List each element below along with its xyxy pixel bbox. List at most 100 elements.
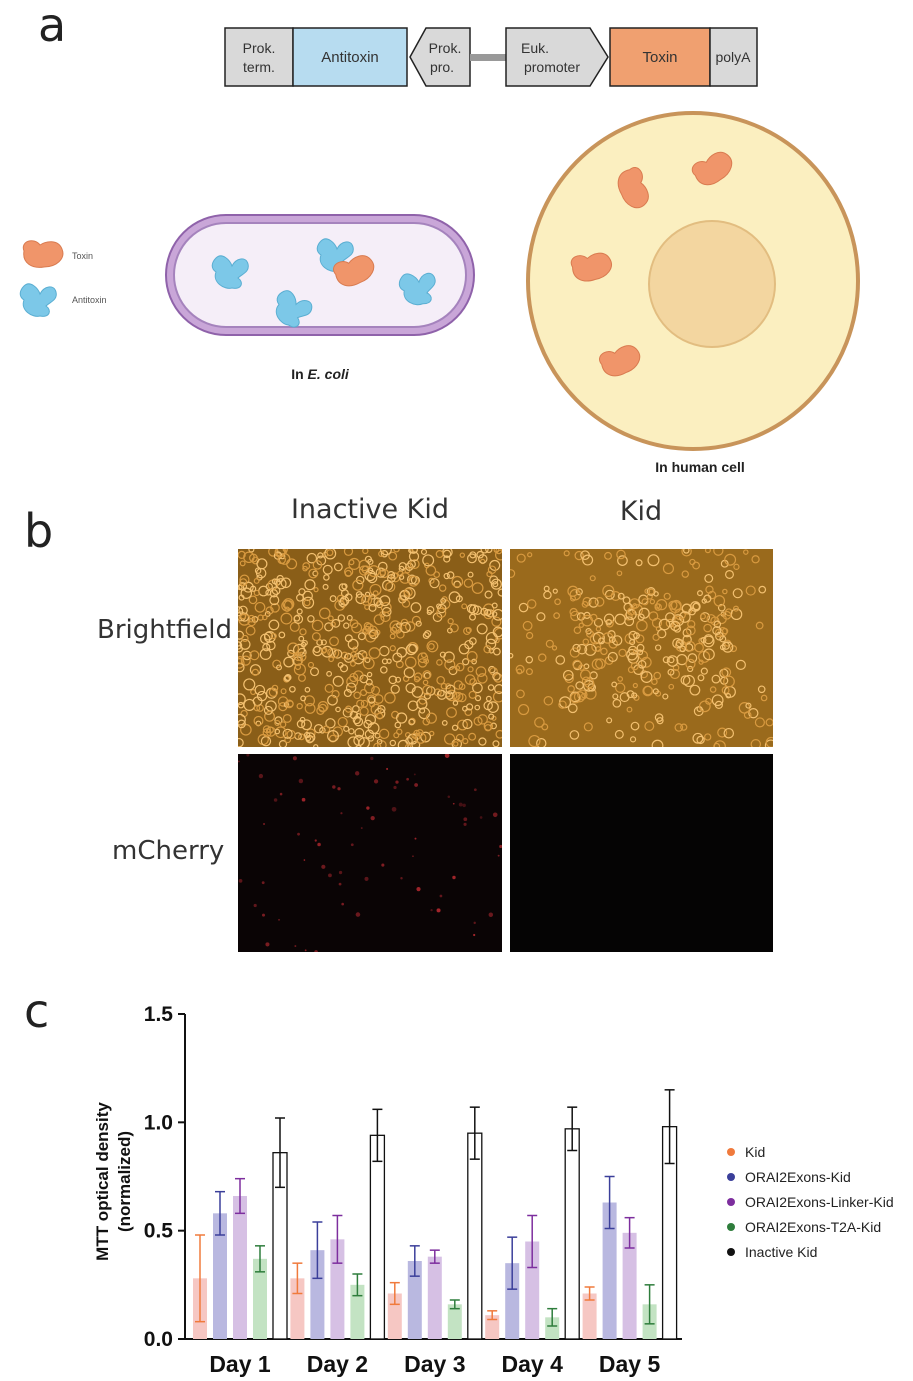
fluorescence-spot: [497, 854, 500, 857]
cell-mark: [447, 618, 454, 625]
cell-mark: [462, 658, 470, 666]
fluorescence-spot: [414, 783, 418, 787]
cell-mark: [380, 549, 392, 556]
panel-label-c: c: [24, 984, 50, 1038]
cell-mark: [480, 549, 489, 554]
cell-mark: [626, 607, 636, 616]
cell-mark: [589, 671, 598, 680]
cell-mark: [395, 676, 402, 683]
cell-mark: [373, 614, 385, 626]
cell-mark: [283, 674, 291, 682]
cell-mark: [337, 614, 346, 622]
cell-mark: [641, 598, 649, 606]
column-header-inactive-kid: Inactive Kid: [290, 494, 450, 525]
cell-mark: [400, 618, 409, 627]
fluorescence-spot: [393, 785, 397, 790]
cell-mark: [363, 719, 373, 729]
fluorescence-spot: [370, 756, 374, 761]
cell-mark: [516, 553, 526, 563]
cell-mark: [404, 621, 416, 632]
cell-mark: [468, 732, 477, 741]
cell-mark: [681, 549, 692, 557]
cell-mark: [253, 704, 261, 712]
cell-mark: [296, 608, 303, 615]
cell-mark: [293, 663, 307, 676]
fluorescence-spot: [338, 882, 342, 886]
cell-mark: [368, 603, 377, 612]
fluorescence-spot: [416, 887, 421, 892]
cell-mark: [636, 619, 648, 632]
cell-mark: [411, 740, 421, 747]
cell-mark: [722, 610, 732, 620]
fluorescence-spot: [447, 795, 451, 799]
cell-mark: [485, 695, 492, 702]
cell-mark: [287, 642, 300, 655]
cell-mark: [683, 549, 690, 554]
cell-mark: [347, 736, 360, 747]
cell-mark: [604, 656, 614, 665]
cell-mark: [323, 574, 330, 581]
cell-mark: [754, 717, 765, 728]
cell-mark: [462, 718, 473, 730]
cell-mark: [299, 628, 307, 636]
cell-mark: [527, 552, 533, 558]
cell-mark: [240, 587, 253, 599]
cell-mark: [420, 549, 428, 555]
bar-orai2exons-linker-kid-0: [233, 1196, 247, 1339]
cell-mark: [657, 628, 667, 639]
cell-mark: [572, 659, 582, 670]
cell-mark: [253, 578, 260, 584]
cell-mark: [448, 591, 461, 604]
cell-mark: [294, 663, 302, 671]
cell-mark: [483, 721, 494, 731]
cell-mark: [451, 724, 459, 731]
cell-mark: [681, 603, 692, 614]
euk-promoter-block: [505, 27, 609, 87]
cell-mark: [704, 573, 714, 583]
cell-mark: [365, 678, 373, 686]
cell-mark: [436, 659, 443, 666]
cell-mark: [353, 670, 364, 681]
prok-term-block: [224, 27, 294, 87]
cell-mark: [396, 630, 405, 639]
cell-mark: [254, 684, 266, 696]
cell-mark: [626, 706, 633, 713]
bar-orai2exons-linker-kid-3: [525, 1241, 540, 1339]
cell-mark: [360, 699, 369, 708]
cell-mark: [243, 678, 256, 691]
cell-mark: [354, 727, 365, 738]
cell-mark: [379, 569, 387, 576]
fluorescence-spot: [261, 881, 265, 885]
prok-pro-block: [409, 27, 471, 87]
cell-mark: [668, 683, 675, 690]
cell-mark: [732, 588, 743, 599]
cell-mark: [269, 595, 280, 606]
cell-mark: [360, 689, 368, 697]
cell-mark: [367, 558, 374, 565]
cell-mark: [704, 549, 711, 554]
cell-mark: [353, 691, 361, 700]
cell-mark: [465, 627, 472, 634]
cell-mark: [444, 659, 456, 671]
cell-mark: [313, 744, 319, 747]
fluorescence-spot: [412, 855, 414, 858]
cell-mark: [259, 648, 272, 661]
cell-mark: [582, 638, 590, 646]
cell-mark: [304, 579, 316, 591]
cell-mark: [239, 560, 246, 567]
fluorescence-spot: [278, 918, 281, 921]
cell-mark: [396, 728, 403, 735]
cell-mark: [453, 680, 464, 690]
cell-mark: [349, 672, 359, 683]
fluorescence-spot: [297, 832, 300, 836]
cell-mark: [648, 611, 659, 622]
cell-mark: [654, 713, 664, 722]
cell-mark: [422, 631, 430, 639]
cell-mark: [339, 596, 350, 606]
cell-mark: [573, 626, 582, 634]
cell-mark: [656, 599, 668, 611]
cell-mark: [680, 675, 691, 686]
cell-mark: [711, 694, 724, 707]
fluorescence-spot: [473, 788, 477, 792]
cell-mark: [750, 739, 762, 747]
